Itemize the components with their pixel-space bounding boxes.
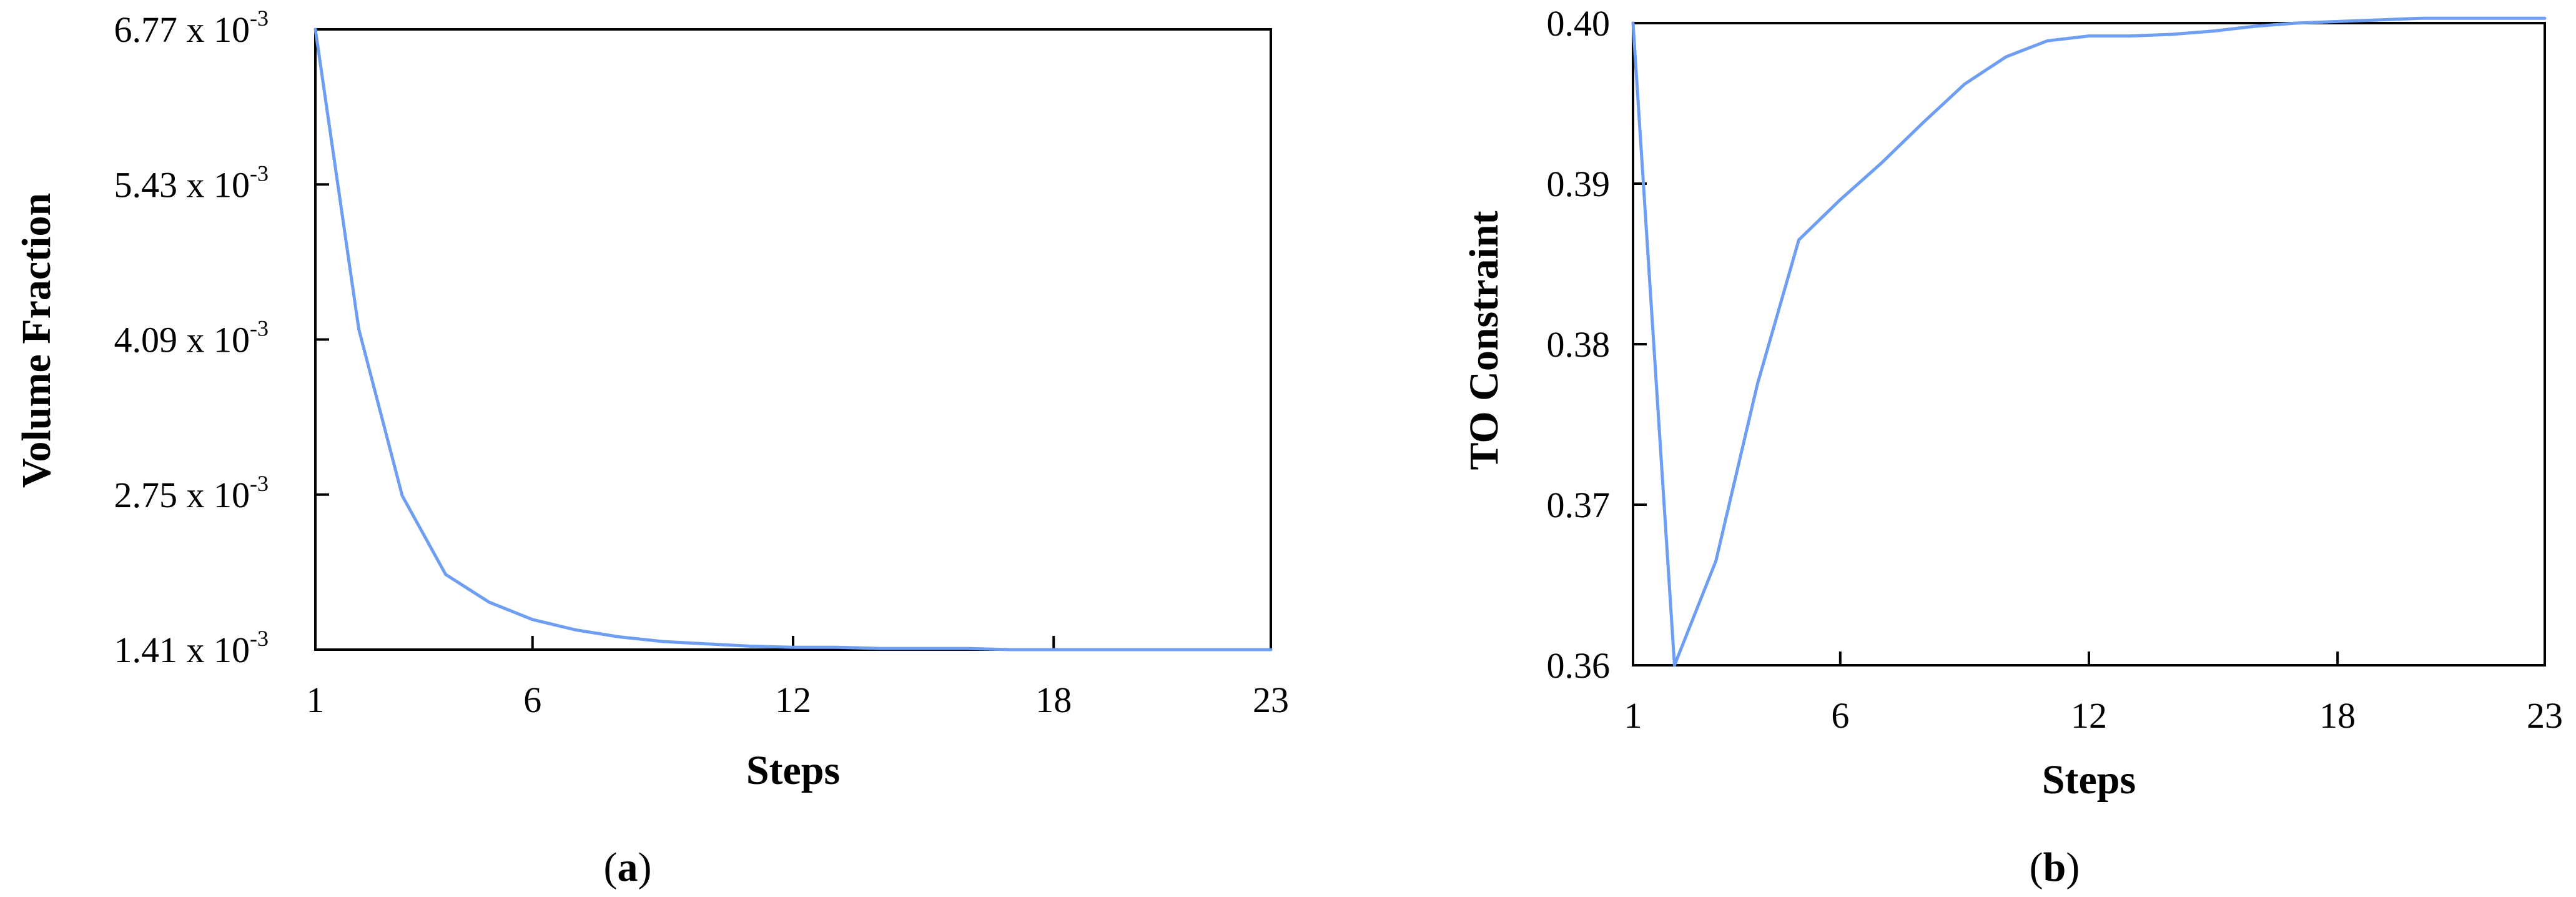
panel-b-x-tick-label: 12	[2071, 695, 2107, 736]
panel-b-y-tick-label: 0.36	[1547, 645, 1611, 686]
panel-a-y-axis-title: Volume Fraction	[14, 193, 59, 488]
panel-a-y-tick-label: 5.43 x 10-3	[114, 161, 269, 205]
panel-a-chart: 1 6 12 18 23 1.41 x 10-3 2.75 x 10-3 4.09 x 10…	[14, 6, 1289, 890]
panel-b-series-line	[1631, 16, 2547, 667]
panel-b-label: (b)	[2030, 845, 2080, 890]
panel-a-y-tick-label: 2.75 x 10-3	[114, 471, 269, 515]
panel-a-series-line	[313, 27, 1273, 652]
panel-a-x-tick-label: 6	[523, 680, 541, 720]
panel-b-x-tick-label: 1	[1624, 695, 1642, 736]
panel-b-y-tick-label: 0.40	[1547, 3, 1611, 44]
panel-a-x-tick-label: 23	[1253, 680, 1289, 720]
panel-a-y-tick-label: 4.09 x 10-3	[114, 316, 269, 360]
panel-a-x-tick-label: 12	[775, 680, 811, 720]
panel-b-chart: 1 6 12 18 23 0.36 0.37 0.38 0.39 0.40 Steps TO C…	[1461, 3, 2563, 890]
panel-a-x-tick-label: 1	[307, 680, 325, 720]
panel-b-y-tick-label: 0.37	[1547, 485, 1611, 525]
panel-b-y-axis-title: TO Constraint	[1461, 211, 1507, 470]
panel-b-y-tick-labels: 0.36 0.37 0.38 0.39 0.40	[1547, 3, 1611, 686]
panel-a-x-tick-labels: 1 6 12 18 23	[307, 680, 1290, 720]
panel-a-tick-marks	[314, 28, 1272, 651]
panel-a-plot-frame	[314, 28, 1272, 651]
panel-a-y-tick-label: 6.77 x 10-3	[114, 6, 269, 50]
panel-a-label: (a)	[604, 845, 652, 890]
panel-b-x-tick-label: 6	[1831, 695, 1849, 736]
panel-b-x-tick-label: 23	[2527, 695, 2563, 736]
panel-a-x-tick-label: 18	[1035, 680, 1072, 720]
panel-b-x-tick-labels: 1 6 12 18 23	[1624, 695, 2564, 736]
panel-b-x-axis-title: Steps	[2042, 757, 2136, 803]
panel-b-y-tick-label: 0.38	[1547, 324, 1611, 365]
panel-b-y-tick-label: 0.39	[1547, 164, 1611, 204]
panel-a-x-axis-title: Steps	[746, 748, 840, 793]
panel-b-x-tick-label: 18	[2319, 695, 2356, 736]
panel-a-y-tick-label: 1.41 x 10-3	[114, 626, 269, 670]
panel-a-y-tick-labels: 1.41 x 10-3 2.75 x 10-3 4.09 x 10-3 5.43 x …	[114, 6, 269, 670]
